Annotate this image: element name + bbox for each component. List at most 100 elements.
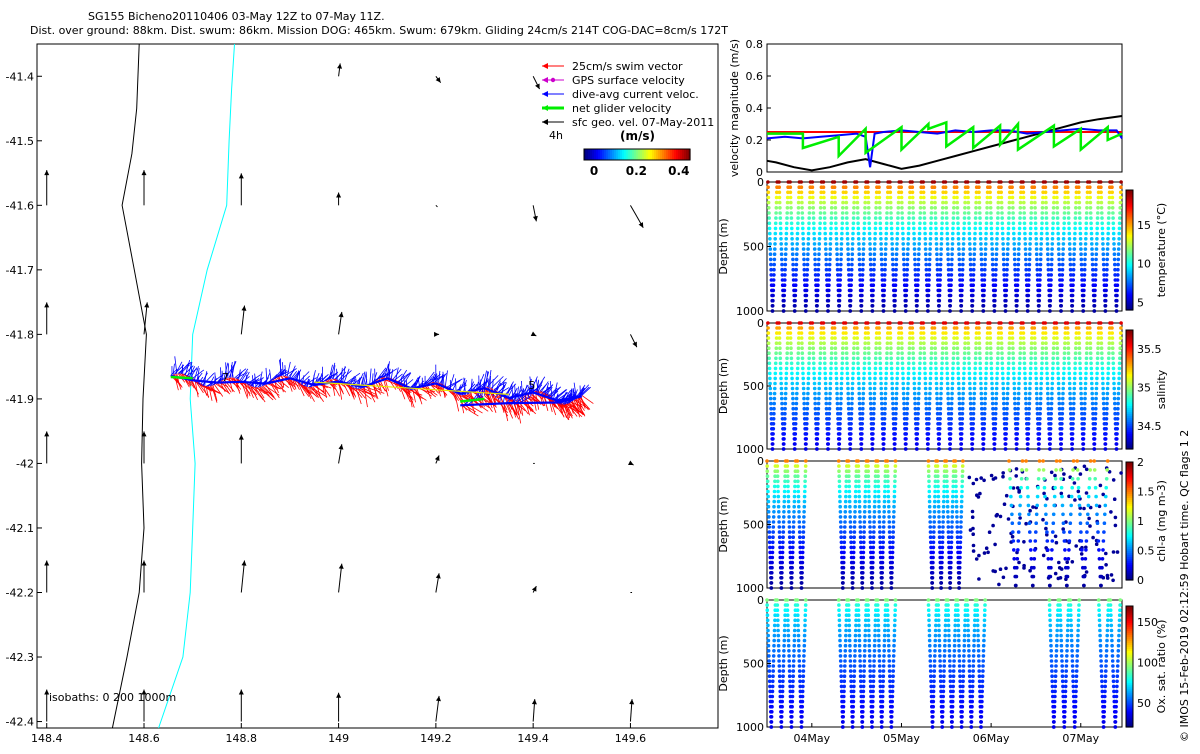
profile-point <box>906 397 910 401</box>
profile-point <box>1046 242 1050 246</box>
profile-point <box>777 520 781 524</box>
profile-point <box>811 196 815 200</box>
legend-label: GPS surface velocity <box>572 74 685 87</box>
profile-point <box>1078 357 1082 361</box>
profile-point <box>1107 211 1111 215</box>
profile-point <box>885 227 889 231</box>
profile-point <box>1015 294 1019 298</box>
profile-point <box>836 402 840 406</box>
profile-point <box>1012 362 1016 366</box>
profile-point <box>980 258 984 262</box>
profile-point <box>849 422 853 426</box>
profile-point <box>1063 341 1067 345</box>
profile-point <box>904 447 908 451</box>
profile-point <box>849 530 853 534</box>
profile-point <box>893 490 897 494</box>
profile-point <box>845 367 849 371</box>
profile-point <box>939 263 943 267</box>
profile-point <box>823 206 827 210</box>
profile-point <box>972 417 976 421</box>
profile-point <box>988 326 992 330</box>
profile-point <box>873 372 877 376</box>
profile-point <box>945 211 949 215</box>
profile-point <box>928 490 932 494</box>
profile-point <box>879 242 883 246</box>
profile-point <box>888 180 892 184</box>
profile-point <box>802 247 806 251</box>
profile-point <box>984 247 988 251</box>
legend-arrowhead <box>542 119 548 125</box>
profile-point <box>878 530 882 534</box>
profile-point <box>1039 397 1043 401</box>
profile-point <box>977 180 981 184</box>
profile-point <box>799 180 803 184</box>
profile-point <box>873 387 877 391</box>
profile-point <box>802 535 806 539</box>
profile-point <box>934 351 938 355</box>
profile-point <box>893 309 897 313</box>
profile-point <box>779 237 783 241</box>
profile-point <box>889 336 893 340</box>
profile-point <box>777 510 781 514</box>
profile-point <box>1078 362 1082 366</box>
profile-point <box>1004 447 1008 451</box>
profile-point <box>971 442 975 446</box>
profile-point <box>935 392 939 396</box>
profile-point <box>784 382 788 386</box>
profile-point <box>862 247 866 251</box>
profile-point <box>846 372 850 376</box>
profile-point <box>1089 357 1093 361</box>
profile-point <box>873 242 877 246</box>
profile-point <box>783 268 787 272</box>
profile-point <box>841 222 845 226</box>
profile-point <box>778 211 782 215</box>
profile-point <box>877 180 881 184</box>
profile-point <box>1038 422 1042 426</box>
profile-point <box>944 191 948 195</box>
profile-point <box>779 382 783 386</box>
profile-point <box>830 206 834 210</box>
profile-point <box>805 294 809 298</box>
profile-point <box>1079 247 1083 251</box>
profile-point <box>800 566 804 570</box>
profile-point <box>883 500 887 504</box>
profile-point <box>1046 247 1050 251</box>
profile-point <box>801 357 805 361</box>
profile-point <box>770 576 774 580</box>
profile-point <box>1060 278 1064 282</box>
profile-point <box>1079 392 1083 396</box>
profile-point <box>1083 258 1087 262</box>
profile-point <box>890 242 894 246</box>
profile-point <box>927 432 931 436</box>
profile-point <box>1051 216 1055 220</box>
profile-point <box>1105 258 1109 262</box>
profile-point <box>878 216 882 220</box>
profile-point <box>1066 331 1070 335</box>
profile-point <box>1023 237 1027 241</box>
profile-point <box>905 278 909 282</box>
profile-point <box>1017 402 1021 406</box>
profile-point <box>1080 402 1084 406</box>
profile-point <box>778 196 782 200</box>
profile-point <box>851 242 855 246</box>
profile-point <box>984 252 988 256</box>
profile-point <box>1049 417 1053 421</box>
profile-point <box>886 201 890 205</box>
profile-point <box>868 525 872 529</box>
profile-point <box>1017 263 1021 267</box>
profile-point <box>983 417 987 421</box>
profile-point <box>1004 304 1008 308</box>
profile-point <box>1066 321 1070 325</box>
profile-point <box>829 232 833 236</box>
profile-point <box>772 422 776 426</box>
profile-point <box>1073 372 1077 376</box>
profile-point <box>873 382 877 386</box>
profile-point <box>1050 407 1054 411</box>
profile-point <box>838 490 842 494</box>
profile-point <box>874 346 878 350</box>
profile-point <box>1022 196 1026 200</box>
profile-point <box>844 331 848 335</box>
profile-point <box>1104 289 1108 293</box>
profile-point <box>851 367 855 371</box>
